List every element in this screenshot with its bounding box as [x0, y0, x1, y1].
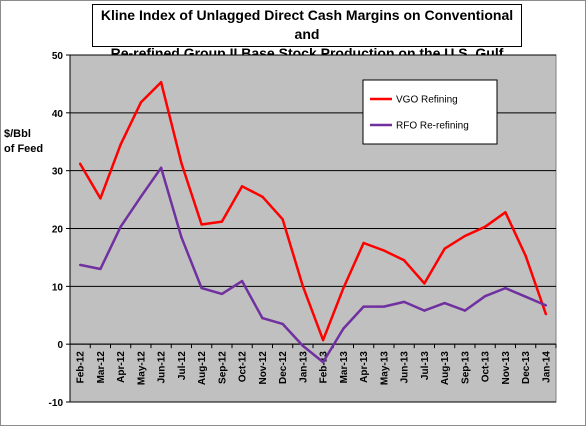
data-point: [200, 286, 203, 290]
data-point: [119, 143, 122, 146]
data-point: [483, 225, 487, 228]
data-point: [281, 322, 284, 326]
x-tick-label: Jan-14: [541, 351, 552, 383]
data-point: [402, 300, 406, 304]
data-point: [342, 327, 345, 330]
x-tick-label: Jun-12: [157, 351, 168, 384]
x-axis: Feb-12 Mar-12 Apr-12 May-12 Jun-12 Jul-12 Aug-…: [69, 343, 557, 385]
data-point: [281, 218, 284, 221]
y-axis: -10 0 10 20 30 40 50: [49, 51, 71, 409]
x-tick-label: Feb-12: [76, 351, 87, 384]
x-tick-label: May-13: [379, 351, 390, 385]
y-tick-label: 20: [52, 225, 64, 236]
x-tick-label: Sep-13: [460, 351, 471, 384]
legend-label: VGO Refining: [396, 95, 458, 106]
data-point: [180, 235, 183, 239]
series-group: [78, 80, 548, 364]
data-point: [139, 101, 143, 104]
data-point: [544, 304, 548, 307]
x-tick-label: Apr-12: [116, 351, 127, 383]
x-tick-label: Feb-13: [319, 351, 330, 384]
data-point: [524, 295, 527, 298]
y-axis-label-line-1: $/Bbl: [4, 128, 31, 140]
data-point: [524, 254, 527, 257]
legend: VGO Refining RFO Re-refining: [362, 79, 498, 145]
data-point: [261, 316, 264, 320]
data-point: [402, 259, 406, 262]
legend-label: RFO Re-refining: [396, 121, 469, 132]
data-point: [159, 166, 163, 169]
y-tick-label: 40: [52, 109, 64, 120]
x-tick-label: Mar-12: [96, 351, 107, 384]
x-tick-label: Apr-13: [359, 351, 370, 383]
x-tick-label: Nov-12: [258, 351, 269, 385]
y-tick-label: -10: [49, 398, 64, 409]
x-tick-label: Mar-13: [339, 351, 350, 384]
data-point: [78, 162, 82, 165]
data-point: [382, 249, 386, 252]
x-tick-label: May-12: [136, 351, 147, 385]
data-point: [99, 267, 102, 271]
data-point: [423, 309, 426, 312]
y-tick-label: 30: [52, 167, 64, 178]
data-point: [463, 309, 467, 312]
y-tick-label: 50: [52, 51, 64, 62]
data-point: [443, 247, 446, 250]
x-tick-label: Jul-13: [420, 351, 431, 380]
x-tick-label: Oct-13: [481, 351, 492, 383]
data-point: [362, 305, 365, 308]
data-point: [321, 360, 325, 364]
y-tick-label: 0: [57, 340, 63, 351]
data-point: [382, 305, 386, 308]
x-tick-label: Jan-13: [298, 351, 309, 383]
data-point: [139, 195, 143, 198]
data-point: [342, 286, 345, 290]
data-point: [159, 80, 163, 84]
x-tick-label: Jun-13: [400, 351, 411, 384]
chart-title-line-1: Kline Index of Unlagged Direct Cash Marg…: [100, 7, 514, 42]
data-point: [301, 344, 305, 348]
data-point: [423, 282, 426, 285]
y-axis-label: $/Bbl of Feed: [4, 127, 48, 157]
x-tick-label: Oct-12: [238, 351, 249, 383]
x-tick-label: Aug-13: [440, 351, 451, 385]
data-point: [261, 195, 264, 198]
data-point: [321, 338, 325, 342]
data-point: [483, 294, 487, 298]
x-tick-label: Nov-13: [501, 351, 512, 385]
x-tick-label: Jul-12: [177, 351, 188, 380]
data-point: [180, 161, 183, 165]
data-point: [78, 263, 82, 267]
series-line-2: [79, 166, 547, 364]
data-point: [240, 279, 244, 283]
x-tick-label: Sep-12: [217, 351, 228, 384]
data-point: [504, 286, 507, 290]
data-point: [119, 225, 122, 228]
legend-box: [362, 79, 498, 145]
data-point: [99, 197, 102, 200]
data-point: [443, 301, 446, 305]
data-point: [463, 234, 467, 238]
x-tick-label: Dec-13: [521, 351, 532, 384]
data-point: [504, 211, 507, 214]
data-point: [220, 220, 224, 223]
series-line-1: [79, 80, 548, 342]
x-tick-label: Aug-12: [197, 351, 208, 385]
data-point: [240, 185, 244, 188]
y-axis-label-line-2: of Feed: [4, 143, 44, 155]
data-point: [200, 223, 203, 226]
y-tick-label: 10: [52, 282, 64, 293]
data-point: [362, 241, 365, 245]
x-tick-label: Dec-12: [278, 351, 289, 384]
data-point: [220, 292, 224, 296]
data-point: [301, 285, 305, 288]
data-point: [544, 312, 548, 316]
